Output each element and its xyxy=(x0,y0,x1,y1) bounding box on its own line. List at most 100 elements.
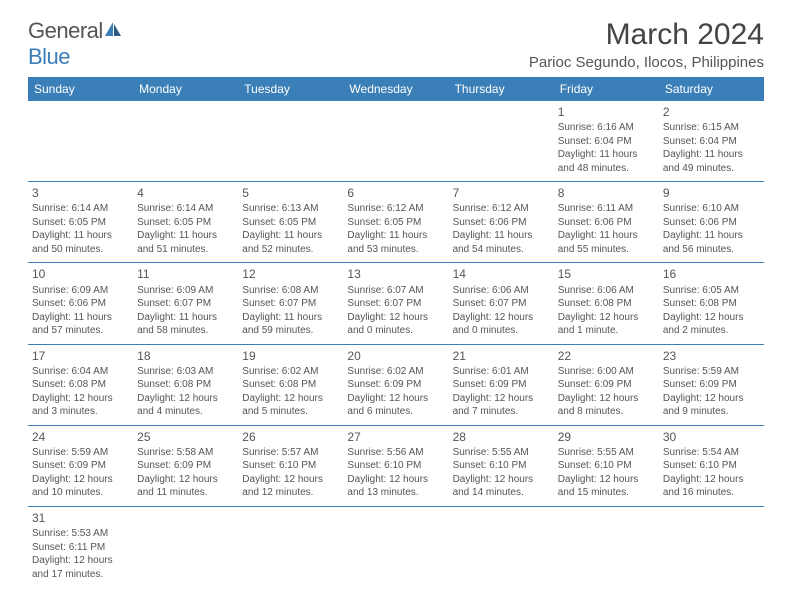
daylight-text: Daylight: 12 hours and 3 minutes. xyxy=(32,392,129,419)
logo-text: GeneralBlue xyxy=(28,18,123,70)
calendar-day-cell: 2Sunrise: 6:15 AMSunset: 6:04 PMDaylight… xyxy=(659,101,764,182)
sunrise-text: Sunrise: 6:03 AM xyxy=(137,365,234,379)
day-number: 8 xyxy=(558,185,655,201)
sunset-text: Sunset: 6:07 PM xyxy=(347,297,444,311)
sunset-text: Sunset: 6:09 PM xyxy=(663,378,760,392)
calendar-day-cell: 20Sunrise: 6:02 AMSunset: 6:09 PMDayligh… xyxy=(343,344,448,425)
calendar-table: SundayMondayTuesdayWednesdayThursdayFrid… xyxy=(28,77,764,587)
sunrise-text: Sunrise: 6:00 AM xyxy=(558,365,655,379)
calendar-empty-cell xyxy=(238,101,343,182)
daylight-text: Daylight: 11 hours and 58 minutes. xyxy=(137,311,234,338)
day-number: 27 xyxy=(347,429,444,445)
calendar-day-cell: 12Sunrise: 6:08 AMSunset: 6:07 PMDayligh… xyxy=(238,263,343,344)
sunset-text: Sunset: 6:05 PM xyxy=(242,216,339,230)
daylight-text: Daylight: 12 hours and 0 minutes. xyxy=(453,311,550,338)
daylight-text: Daylight: 11 hours and 52 minutes. xyxy=(242,229,339,256)
day-number: 9 xyxy=(663,185,760,201)
calendar-day-cell: 16Sunrise: 6:05 AMSunset: 6:08 PMDayligh… xyxy=(659,263,764,344)
day-header: Tuesday xyxy=(238,77,343,101)
sunset-text: Sunset: 6:09 PM xyxy=(558,378,655,392)
day-number: 25 xyxy=(137,429,234,445)
day-header: Thursday xyxy=(449,77,554,101)
sunrise-text: Sunrise: 6:08 AM xyxy=(242,284,339,298)
calendar-day-cell: 8Sunrise: 6:11 AMSunset: 6:06 PMDaylight… xyxy=(554,182,659,263)
day-header: Wednesday xyxy=(343,77,448,101)
calendar-day-cell: 13Sunrise: 6:07 AMSunset: 6:07 PMDayligh… xyxy=(343,263,448,344)
day-number: 10 xyxy=(32,266,129,282)
sunrise-text: Sunrise: 6:01 AM xyxy=(453,365,550,379)
calendar-day-cell: 7Sunrise: 6:12 AMSunset: 6:06 PMDaylight… xyxy=(449,182,554,263)
sunrise-text: Sunrise: 6:04 AM xyxy=(32,365,129,379)
sunrise-text: Sunrise: 6:06 AM xyxy=(453,284,550,298)
day-number: 29 xyxy=(558,429,655,445)
sunset-text: Sunset: 6:07 PM xyxy=(137,297,234,311)
day-number: 30 xyxy=(663,429,760,445)
location-subtitle: Parioc Segundo, Ilocos, Philippines xyxy=(529,54,764,71)
daylight-text: Daylight: 12 hours and 1 minute. xyxy=(558,311,655,338)
sunset-text: Sunset: 6:06 PM xyxy=(663,216,760,230)
sunrise-text: Sunrise: 5:55 AM xyxy=(453,446,550,460)
day-header: Sunday xyxy=(28,77,133,101)
sunset-text: Sunset: 6:09 PM xyxy=(137,459,234,473)
day-number: 6 xyxy=(347,185,444,201)
calendar-empty-cell xyxy=(659,506,764,587)
daylight-text: Daylight: 12 hours and 4 minutes. xyxy=(137,392,234,419)
calendar-week-row: 24Sunrise: 5:59 AM Sunset: 6:09 PM Dayligh… xyxy=(28,425,764,506)
sunrise-text: Sunrise: 6:06 AM xyxy=(558,284,655,298)
calendar-empty-cell xyxy=(238,506,343,587)
daylight-text: Daylight: 12 hours and 10 minutes. xyxy=(32,473,129,500)
daylight-text: Daylight: 12 hours and 13 minutes. xyxy=(347,473,444,500)
calendar-day-cell: 25Sunrise: 5:58 AMSunset: 6:09 PMDayligh… xyxy=(133,425,238,506)
daylight-text: Daylight: 12 hours and 8 minutes. xyxy=(558,392,655,419)
calendar-empty-cell xyxy=(343,506,448,587)
daylight-text: Daylight: 12 hours and 7 minutes. xyxy=(453,392,550,419)
daylight-text: Daylight: 11 hours and 49 minutes. xyxy=(663,148,760,175)
calendar-empty-cell xyxy=(449,101,554,182)
daylight-text: Daylight: 11 hours and 59 minutes. xyxy=(242,311,339,338)
day-number: 18 xyxy=(137,348,234,364)
day-number: 23 xyxy=(663,348,760,364)
sunset-text: Sunset: 6:06 PM xyxy=(453,216,550,230)
sunrise-text: Sunrise: 6:15 AM xyxy=(663,121,760,135)
header: GeneralBlue March 2024 Parioc Segundo, I… xyxy=(28,18,764,71)
day-number: 3 xyxy=(32,185,129,201)
calendar-day-cell: 6Sunrise: 6:12 AMSunset: 6:05 PMDaylight… xyxy=(343,182,448,263)
daylight-text: Daylight: 12 hours and 2 minutes. xyxy=(663,311,760,338)
sunrise-text: Sunrise: 5:55 AM xyxy=(558,446,655,460)
calendar-day-cell: 18Sunrise: 6:03 AMSunset: 6:08 PMDayligh… xyxy=(133,344,238,425)
calendar-day-cell: 31Sunrise: 5:53 AMSunset: 6:11 PMDayligh… xyxy=(28,506,133,587)
sunset-text: Sunset: 6:04 PM xyxy=(558,135,655,149)
daylight-text: Daylight: 12 hours and 0 minutes. xyxy=(347,311,444,338)
calendar-header-row: SundayMondayTuesdayWednesdayThursdayFrid… xyxy=(28,77,764,101)
calendar-empty-cell xyxy=(449,506,554,587)
day-number: 16 xyxy=(663,266,760,282)
sunset-text: Sunset: 6:08 PM xyxy=(137,378,234,392)
sunrise-text: Sunrise: 6:09 AM xyxy=(137,284,234,298)
calendar-empty-cell xyxy=(554,506,659,587)
daylight-text: Daylight: 12 hours and 16 minutes. xyxy=(663,473,760,500)
day-number: 24 xyxy=(32,429,129,445)
daylight-text: Daylight: 12 hours and 6 minutes. xyxy=(347,392,444,419)
sunrise-text: Sunrise: 5:59 AM xyxy=(32,446,129,460)
day-number: 31 xyxy=(32,510,129,526)
calendar-day-cell: 9Sunrise: 6:10 AMSunset: 6:06 PMDaylight… xyxy=(659,182,764,263)
calendar-week-row: 10Sunrise: 6:09 AMSunset: 6:06 PMDayligh… xyxy=(28,263,764,344)
logo-word1: General xyxy=(28,18,103,43)
sunset-text: Sunset: 6:10 PM xyxy=(663,459,760,473)
calendar-empty-cell xyxy=(28,101,133,182)
sunset-text: Sunset: 6:10 PM xyxy=(242,459,339,473)
day-number: 1 xyxy=(558,104,655,120)
day-number: 13 xyxy=(347,266,444,282)
sunset-text: Sunset: 6:10 PM xyxy=(347,459,444,473)
sunrise-text: Sunrise: 5:59 AM xyxy=(663,365,760,379)
day-header: Saturday xyxy=(659,77,764,101)
calendar-day-cell: 27Sunrise: 5:56 AMSunset: 6:10 PMDayligh… xyxy=(343,425,448,506)
day-number: 14 xyxy=(453,266,550,282)
day-number: 5 xyxy=(242,185,339,201)
day-number: 4 xyxy=(137,185,234,201)
sunset-text: Sunset: 6:08 PM xyxy=(32,378,129,392)
day-number: 11 xyxy=(137,266,234,282)
sunset-text: Sunset: 6:09 PM xyxy=(453,378,550,392)
sunrise-text: Sunrise: 6:14 AM xyxy=(32,202,129,216)
calendar-day-cell: 19Sunrise: 6:02 AMSunset: 6:08 PMDayligh… xyxy=(238,344,343,425)
